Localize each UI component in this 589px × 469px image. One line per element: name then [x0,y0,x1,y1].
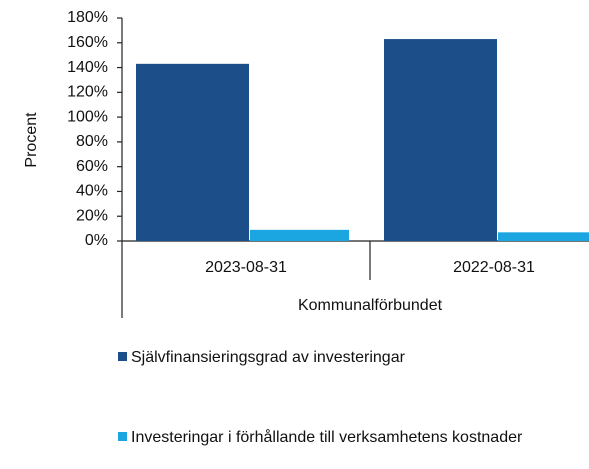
bar [136,63,249,241]
y-tick-label: 80% [76,133,108,150]
y-axis-label: Procent [23,112,40,168]
y-tick-label: 0% [85,232,108,249]
legend-item: Självfinansieringsgrad av investeringar [118,348,538,367]
y-tick-label: 120% [67,84,108,101]
bar [498,232,589,241]
y-tick-label: 160% [67,34,108,51]
x-tick-label: 2023-08-31 [205,259,287,276]
y-tick-label: 60% [76,158,108,175]
x-tick-label: 2022-08-31 [453,259,535,276]
legend-label: Investeringar i förhållande till verksam… [131,429,523,446]
bar [250,229,349,241]
x-axis-label: Kommunalförbundet [298,297,443,314]
y-tick-label: 180% [67,9,108,26]
bar [384,39,497,241]
y-tick-label: 40% [76,183,108,200]
legend-swatch [118,432,127,441]
legend-label: Självfinansieringsgrad av investeringar [131,349,405,366]
y-tick-label: 140% [67,59,108,76]
y-tick-label: 20% [76,207,108,224]
legend-swatch [118,352,127,361]
y-tick-label: 100% [67,108,108,125]
legend-item: Investeringar i förhållande till verksam… [118,428,538,447]
